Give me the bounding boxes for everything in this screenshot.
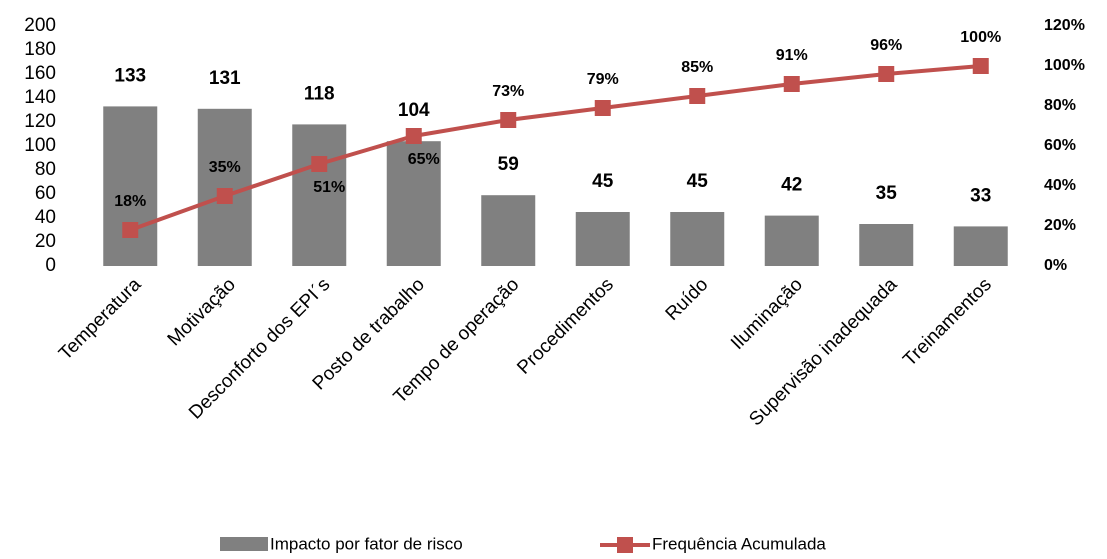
line-marker (216, 188, 233, 204)
bar (103, 106, 158, 267)
y-tick-label: 0 (45, 255, 56, 276)
bar (197, 108, 252, 266)
y-tick-label: 60 (35, 183, 56, 204)
y-tick-label: 160 (24, 63, 56, 84)
line (129, 64, 981, 232)
legend-label: Impacto por fator de risco (270, 534, 463, 553)
legend-marker (617, 537, 633, 553)
bar (386, 141, 441, 266)
y2-tick-label: 40% (1044, 177, 1076, 194)
line-label: 65% (408, 151, 440, 168)
line-marker (122, 222, 139, 238)
bar (481, 195, 536, 266)
line-marker (783, 76, 800, 92)
line-marker (500, 112, 517, 128)
line-marker (594, 100, 611, 116)
legend-swatch (220, 537, 268, 551)
line-label: 35% (209, 159, 241, 176)
line-label: 85% (681, 59, 713, 76)
x-tick-label: Ruído (662, 274, 713, 325)
line-marker (972, 58, 989, 74)
y2-tick-label: 80% (1044, 97, 1076, 114)
x-tick-label: Treinamentos (899, 274, 995, 370)
bar-label: 45 (687, 171, 709, 192)
line-label: 91% (776, 47, 808, 64)
y2-tick-label: 100% (1044, 57, 1085, 74)
y2-tick-label: 0% (1044, 257, 1067, 274)
bar (859, 224, 914, 266)
legend-label: Frequência Acumulada (652, 534, 826, 553)
line-marker (311, 156, 328, 172)
line-marker (405, 128, 422, 144)
bar (292, 124, 347, 267)
y2-tick-label: 60% (1044, 137, 1076, 154)
bar-label: 59 (498, 154, 519, 175)
line-marker (878, 66, 895, 82)
y-tick-label: 80 (35, 159, 56, 180)
x-tick-label: Iluminação (727, 274, 807, 354)
bar-label: 133 (114, 65, 146, 86)
x-tick-label: Procedimentos (513, 274, 617, 378)
y-tick-label: 200 (24, 15, 56, 36)
bar (575, 212, 630, 266)
bar-label: 33 (970, 185, 991, 206)
y-tick-label: 120 (24, 111, 56, 132)
y-tick-label: 40 (35, 207, 56, 228)
bar-label: 131 (209, 68, 241, 89)
x-tick-label: Temperatura (55, 274, 146, 365)
bar-label: 104 (398, 100, 430, 121)
line-label: 73% (492, 83, 524, 100)
line-label: 51% (313, 179, 345, 196)
line-marker (689, 88, 706, 104)
line-label: 79% (587, 71, 619, 88)
line-label: 96% (870, 37, 902, 54)
bar (953, 226, 1008, 266)
bar (764, 215, 819, 266)
bar-label: 118 (304, 83, 335, 104)
y2-tick-label: 20% (1044, 217, 1076, 234)
y-tick-label: 180 (24, 39, 56, 60)
bar-label: 42 (781, 175, 802, 196)
y2-tick-label: 120% (1044, 17, 1085, 34)
y-tick-label: 20 (35, 231, 56, 252)
bar (670, 212, 725, 266)
bar-label: 35 (876, 183, 898, 204)
y-tick-label: 100 (24, 135, 56, 156)
line-label: 100% (960, 29, 1001, 46)
line-label: 18% (114, 193, 146, 210)
y-tick-label: 140 (24, 87, 56, 108)
bar-label: 45 (592, 171, 614, 192)
x-tick-label: Motivação (164, 274, 240, 350)
